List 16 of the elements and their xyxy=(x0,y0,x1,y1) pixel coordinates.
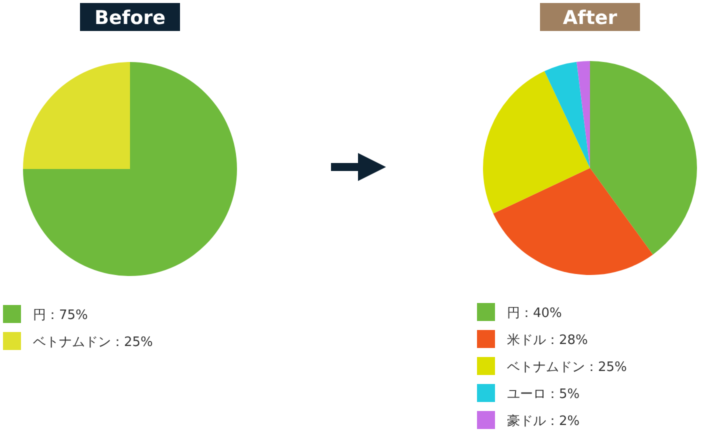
legend-label: ベトナムドン：25% xyxy=(33,335,153,350)
pie-slice xyxy=(483,71,590,214)
chart-title: After xyxy=(562,7,618,29)
legend-label: 円：40% xyxy=(507,306,562,321)
pie-slice xyxy=(23,62,130,169)
legend-label: ベトナムドン：25% xyxy=(507,360,627,375)
pie-slice xyxy=(590,61,697,255)
pie-slice xyxy=(23,62,237,276)
legend-label: ユーロ：5% xyxy=(507,387,580,402)
pie-slice xyxy=(544,62,590,168)
chart-title: Before xyxy=(94,7,166,29)
pie-slice xyxy=(576,61,590,168)
legend-label: 円：75% xyxy=(33,308,88,323)
legend-label: 豪ドル：2% xyxy=(507,414,580,429)
pie-slice xyxy=(493,168,653,275)
legend-label: 米ドル：28% xyxy=(507,333,588,348)
